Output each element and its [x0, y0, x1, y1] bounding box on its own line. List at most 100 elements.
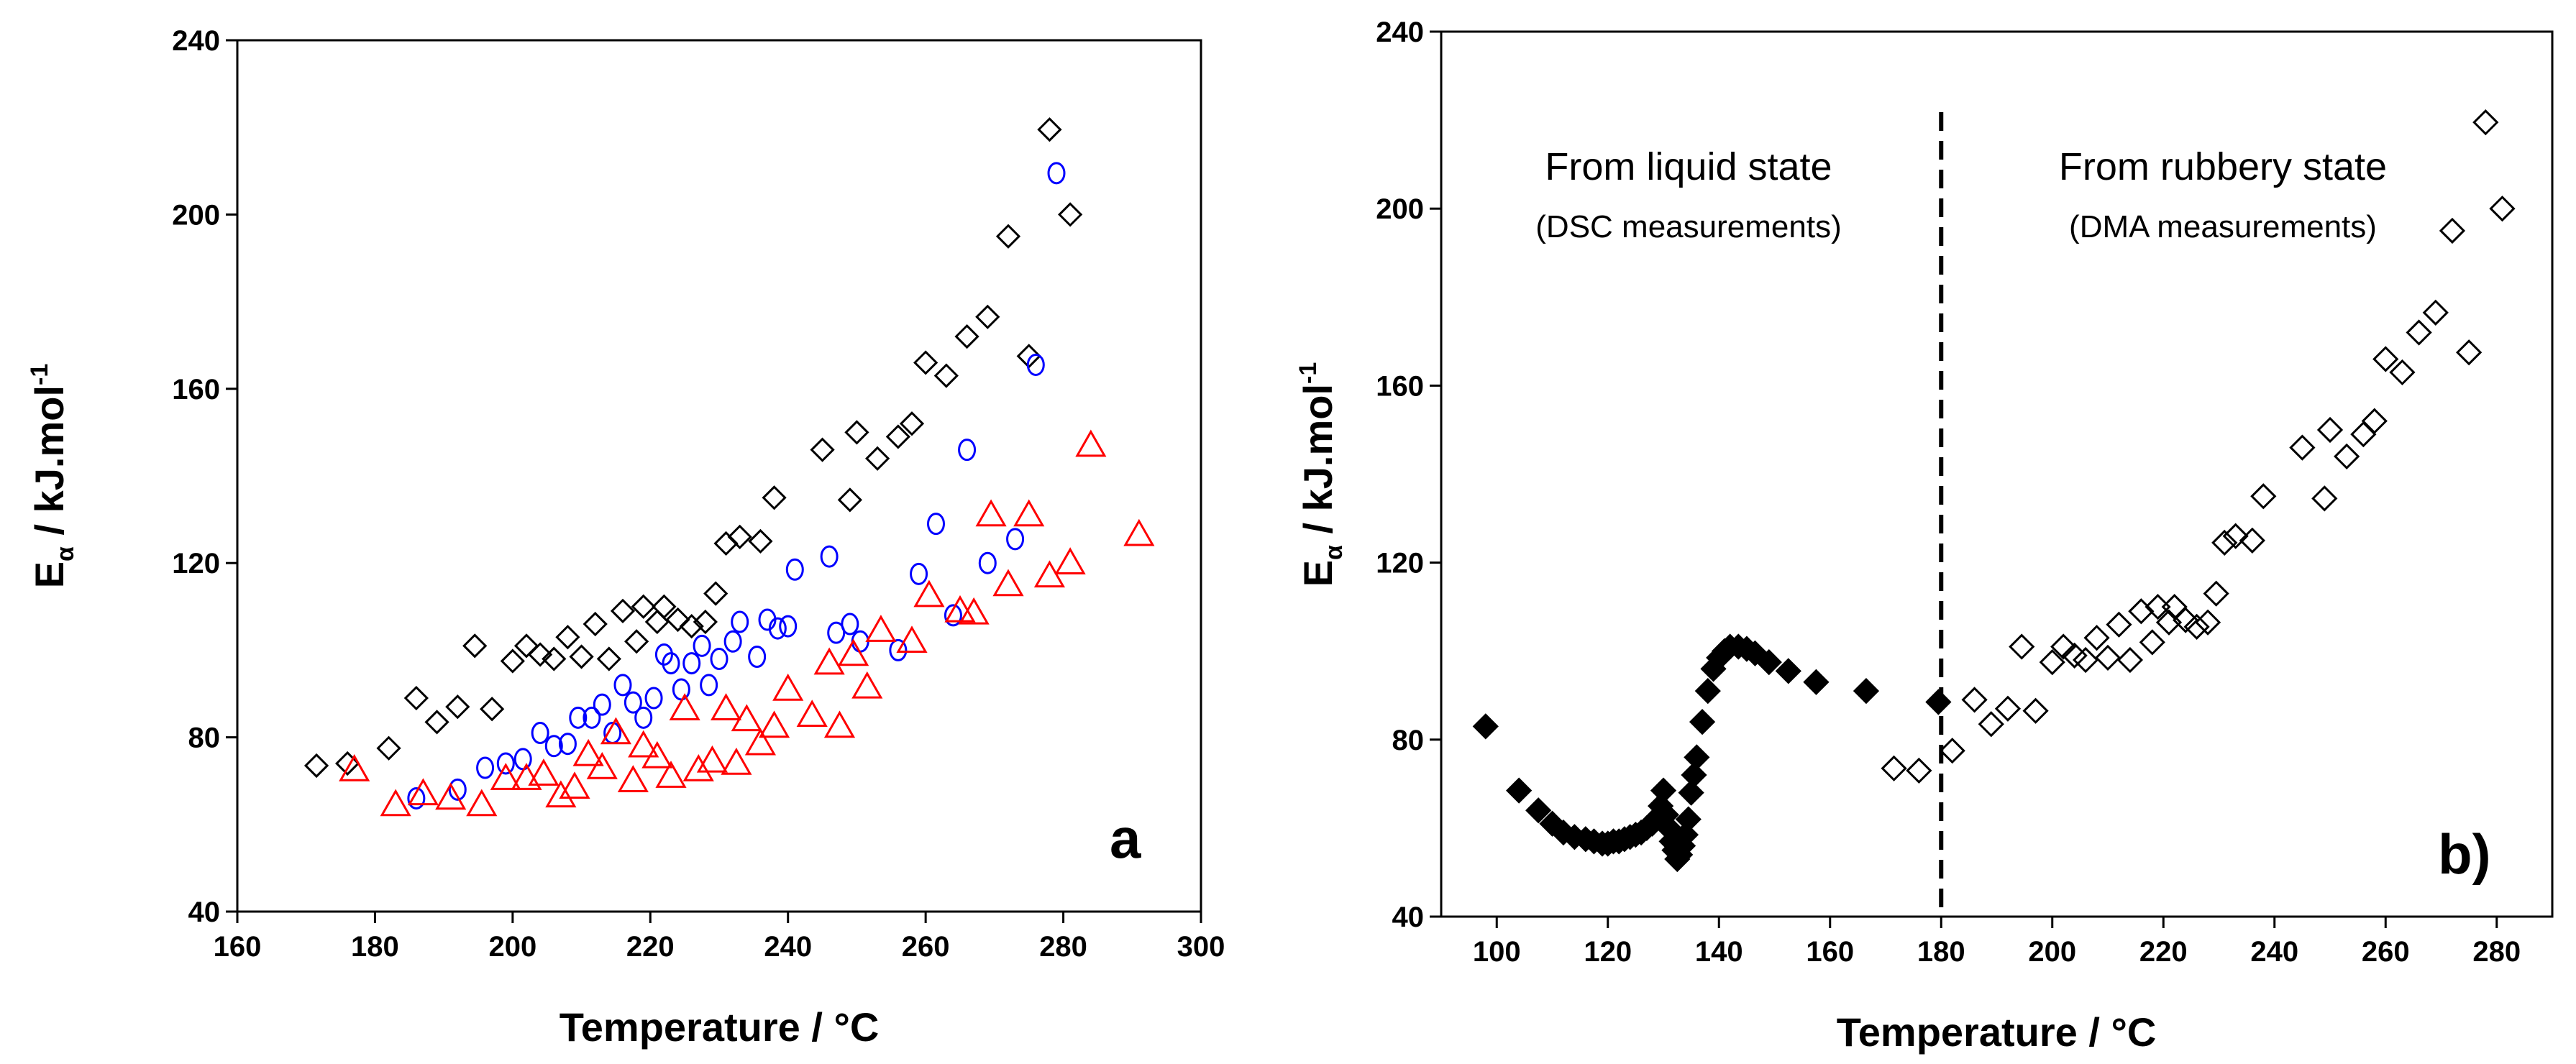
blue-circle-point: [693, 634, 711, 657]
open-diamond-point: [624, 629, 649, 654]
blue-circle-point: [593, 693, 611, 716]
blue-circle-point: [731, 610, 749, 633]
open-diamond-point: [1058, 202, 1083, 227]
blue-circle-point: [624, 691, 642, 714]
y-tick-label: 160: [172, 374, 220, 405]
open-diamond-point: [713, 531, 739, 556]
y-tick-label: 200: [172, 199, 220, 231]
panel-a-y-axis-units: / kJ.mol: [27, 385, 72, 546]
open-diamond-point: [727, 524, 752, 549]
filled-diamond-point: [1684, 744, 1710, 771]
open-diamond-point: [2211, 529, 2238, 556]
open-diamond-point: [480, 697, 505, 722]
blue-circle-point: [779, 615, 798, 638]
open-diamond-point: [2439, 217, 2466, 244]
red-triangle-point: [731, 704, 762, 732]
open-diamond-point: [445, 694, 470, 720]
blue-circle-point: [613, 674, 632, 697]
panel-a-y-axis-symbol: E: [27, 561, 72, 588]
open-diamond-point: [2116, 646, 2144, 674]
x-tick-label: 160: [1806, 936, 1854, 968]
red-triangle-point: [559, 771, 590, 799]
red-triangle-point: [1013, 499, 1045, 527]
red-triangle-point: [913, 579, 945, 607]
filled-diamond-point: [1925, 689, 1952, 715]
open-diamond-point: [2389, 359, 2416, 386]
x-tick-label: 220: [2139, 936, 2188, 968]
open-diamond-point: [583, 611, 608, 637]
panel-a-points: [303, 117, 1155, 817]
open-diamond-point: [703, 581, 729, 606]
red-triangle-point: [528, 758, 559, 786]
open-diamond-point: [1939, 738, 1965, 764]
blue-circle-point: [768, 617, 787, 640]
x-tick-label: 180: [351, 931, 399, 963]
x-tick-label: 120: [1584, 936, 1632, 968]
open-diamond-point: [610, 598, 636, 623]
open-diamond-point: [2072, 646, 2099, 674]
filled-diamond-point: [1678, 779, 1704, 806]
red-triangle-point: [1033, 560, 1066, 588]
red-triangle-point: [896, 625, 928, 653]
open-diamond-point: [837, 487, 862, 513]
annotation-dma-measurements: (DMA measurements): [2069, 209, 2377, 244]
annotation-rubbery-state: From rubbery state: [2059, 145, 2387, 188]
open-diamond-point: [2203, 580, 2229, 607]
open-diamond-point: [2139, 629, 2165, 656]
blue-circle-point: [531, 722, 549, 745]
y-tick-label: 240: [1376, 17, 1424, 48]
red-triangle-point: [958, 597, 990, 625]
blue-circle-point: [978, 551, 997, 574]
open-diamond-point: [2094, 644, 2121, 671]
filled-diamond-point: [1755, 648, 1782, 676]
x-tick-label: 200: [2028, 936, 2076, 968]
red-triangle-point: [380, 789, 411, 817]
blue-circle-point: [407, 786, 426, 810]
red-triangle-point: [838, 638, 869, 666]
open-diamond-point: [2022, 697, 2049, 724]
panel-a-y-axis-title: Eα / kJ.mol-1: [26, 364, 79, 589]
open-diamond-point: [2106, 611, 2132, 638]
red-triangle-point: [710, 693, 742, 720]
open-diamond-point: [2083, 625, 2110, 651]
red-triangle-point: [586, 751, 618, 779]
open-diamond-point: [542, 646, 567, 671]
open-diamond-point: [1037, 117, 1062, 142]
blue-circle-point: [710, 648, 729, 671]
x-tick-label: 160: [214, 931, 262, 963]
open-diamond-point: [2009, 633, 2035, 660]
filled-diamond-point: [1681, 761, 1707, 789]
blue-circle-point: [476, 756, 495, 779]
y-tick-label: 40: [1392, 902, 1425, 933]
blue-circle-point: [634, 706, 653, 729]
blue-circle-point: [672, 678, 690, 701]
open-diamond-point: [462, 633, 488, 659]
red-triangle-point: [572, 738, 604, 766]
panel-b-y-axis-subscript: α: [1320, 545, 1348, 560]
open-diamond-point: [995, 224, 1021, 249]
y-tick-label: 80: [188, 723, 221, 754]
blue-circle-point: [682, 652, 701, 675]
open-diamond-point: [2039, 648, 2065, 676]
red-triangle-point: [617, 765, 649, 792]
open-diamond-point: [376, 735, 401, 761]
red-triangle-point: [628, 730, 659, 758]
open-diamond-point: [2239, 527, 2265, 554]
red-triangle-point: [655, 761, 687, 788]
x-tick-label: 240: [2250, 936, 2298, 968]
blue-circle-point: [944, 604, 962, 627]
filled-diamond-point: [1694, 677, 1721, 705]
blue-circle-point: [544, 735, 563, 758]
filled-diamond-point: [1675, 806, 1702, 833]
open-diamond-point: [1906, 757, 1932, 784]
blue-circle-point: [558, 733, 577, 756]
open-diamond-point: [596, 646, 621, 671]
open-diamond-point: [2372, 346, 2399, 372]
filled-diamond-point: [1853, 677, 1880, 705]
open-diamond-point: [748, 528, 773, 554]
red-triangle-point: [641, 740, 673, 769]
panel-a: 160 180 200 220 240 260 280 300 40 80 120 160 200 24…: [26, 25, 1225, 1050]
red-triangle-point: [490, 763, 521, 790]
red-triangle-point: [1075, 429, 1107, 457]
